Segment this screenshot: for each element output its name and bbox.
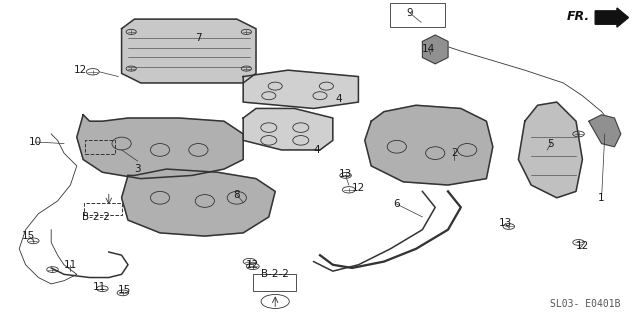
- Polygon shape: [122, 19, 256, 83]
- Text: 12: 12: [246, 260, 259, 270]
- Text: 1: 1: [598, 193, 605, 203]
- Text: 5: 5: [547, 138, 554, 149]
- Text: 15: 15: [22, 231, 35, 241]
- Text: 13: 13: [339, 169, 352, 179]
- Text: 8: 8: [234, 189, 240, 200]
- Text: 3: 3: [134, 164, 141, 174]
- Text: 4: 4: [336, 94, 342, 104]
- Text: 10: 10: [29, 137, 42, 147]
- Text: B-2-2: B-2-2: [82, 212, 110, 222]
- Text: 6: 6: [394, 199, 400, 209]
- Polygon shape: [122, 169, 275, 236]
- Polygon shape: [77, 115, 243, 179]
- Polygon shape: [422, 35, 448, 64]
- Text: 2: 2: [451, 148, 458, 158]
- Text: 15: 15: [118, 285, 131, 295]
- Text: 4: 4: [314, 145, 320, 155]
- Text: 11: 11: [64, 260, 77, 270]
- Text: 11: 11: [93, 282, 106, 292]
- Text: 13: 13: [499, 218, 512, 228]
- Text: 12: 12: [74, 65, 86, 75]
- Text: 9: 9: [406, 8, 413, 18]
- Text: 12: 12: [352, 183, 365, 193]
- Text: SL03- E0401B: SL03- E0401B: [550, 300, 621, 309]
- Text: 12: 12: [576, 241, 589, 251]
- Text: B-2-2: B-2-2: [261, 269, 289, 279]
- Polygon shape: [243, 70, 358, 108]
- Polygon shape: [243, 108, 333, 150]
- Text: 7: 7: [195, 33, 202, 43]
- FancyArrow shape: [595, 8, 628, 27]
- Polygon shape: [589, 115, 621, 147]
- Polygon shape: [365, 105, 493, 185]
- Polygon shape: [518, 102, 582, 198]
- Text: FR.: FR.: [567, 11, 590, 23]
- Text: 14: 14: [422, 44, 435, 55]
